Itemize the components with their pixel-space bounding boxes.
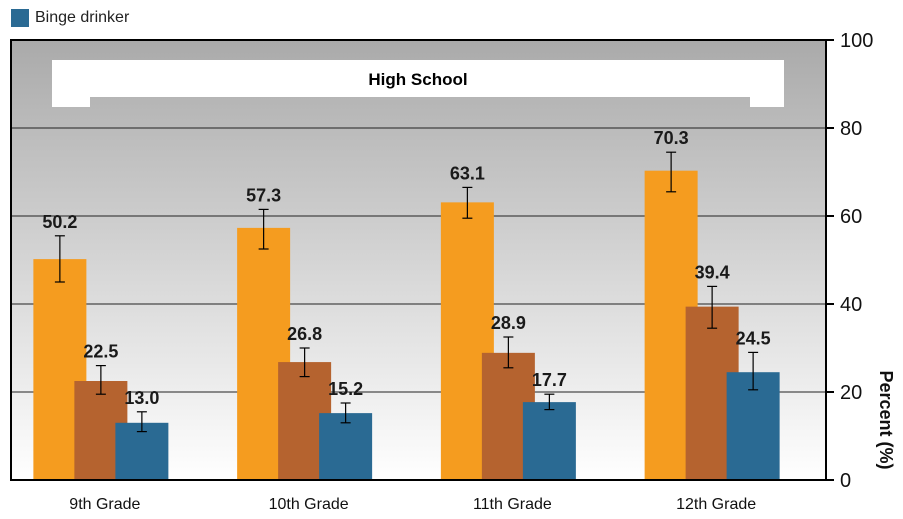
bar-series2-3 (522, 402, 576, 480)
banner-left-tab (52, 97, 90, 107)
legend-swatch-binge-drinker (11, 9, 29, 27)
bar-series2-1 (115, 422, 169, 480)
bar-series2-2 (319, 413, 373, 480)
data-label-series1-3: 28.9 (491, 313, 526, 333)
data-label-series0-3: 63.1 (450, 163, 485, 183)
data-label-series0-2: 57.3 (246, 185, 281, 205)
plot-frame (10, 39, 827, 481)
axes: 0 20 40 60 80 100 9th Grade 10th Grade 11th Grad… (10, 30, 873, 513)
bars: 50.2 22.5 13.0 57.3 26.8 15.2 63.1 28.9 17.7 70.3… (33, 128, 780, 481)
data-label-series2-1: 13.0 (124, 388, 159, 408)
banner: High School (52, 60, 784, 107)
y-tick-label-20: 20 (840, 382, 862, 404)
data-label-series1-2: 26.8 (287, 324, 322, 344)
banner-label: High School (368, 70, 467, 89)
banner-right-tab (750, 97, 784, 107)
data-label-series1-1: 22.5 (83, 342, 118, 362)
y-tick-label-0: 0 (840, 470, 851, 492)
legend: Binge drinker (11, 8, 129, 28)
y-axis-label: Percent (%) (876, 370, 896, 469)
y-tick-label-40: 40 (840, 294, 862, 316)
x-category-label-4: 12th Grade (676, 496, 756, 513)
data-label-series2-4: 24.5 (736, 328, 771, 348)
data-label-series2-3: 17.7 (532, 370, 567, 390)
y-tick-label-60: 60 (840, 206, 862, 228)
x-category-label-2: 10th Grade (269, 496, 349, 513)
banner-box (52, 60, 784, 97)
y-tick-label-80: 80 (840, 118, 862, 140)
x-category-label-3: 11th Grade (473, 496, 552, 513)
x-category-label-1: 9th Grade (69, 496, 140, 513)
data-label-series1-4: 39.4 (695, 262, 730, 282)
data-label-series0-4: 70.3 (654, 128, 689, 148)
legend-label-binge-drinker: Binge drinker (35, 9, 130, 26)
y-tick-label-100: 100 (840, 30, 873, 52)
data-label-series2-2: 15.2 (328, 379, 363, 399)
data-label-series0-1: 50.2 (42, 212, 77, 232)
